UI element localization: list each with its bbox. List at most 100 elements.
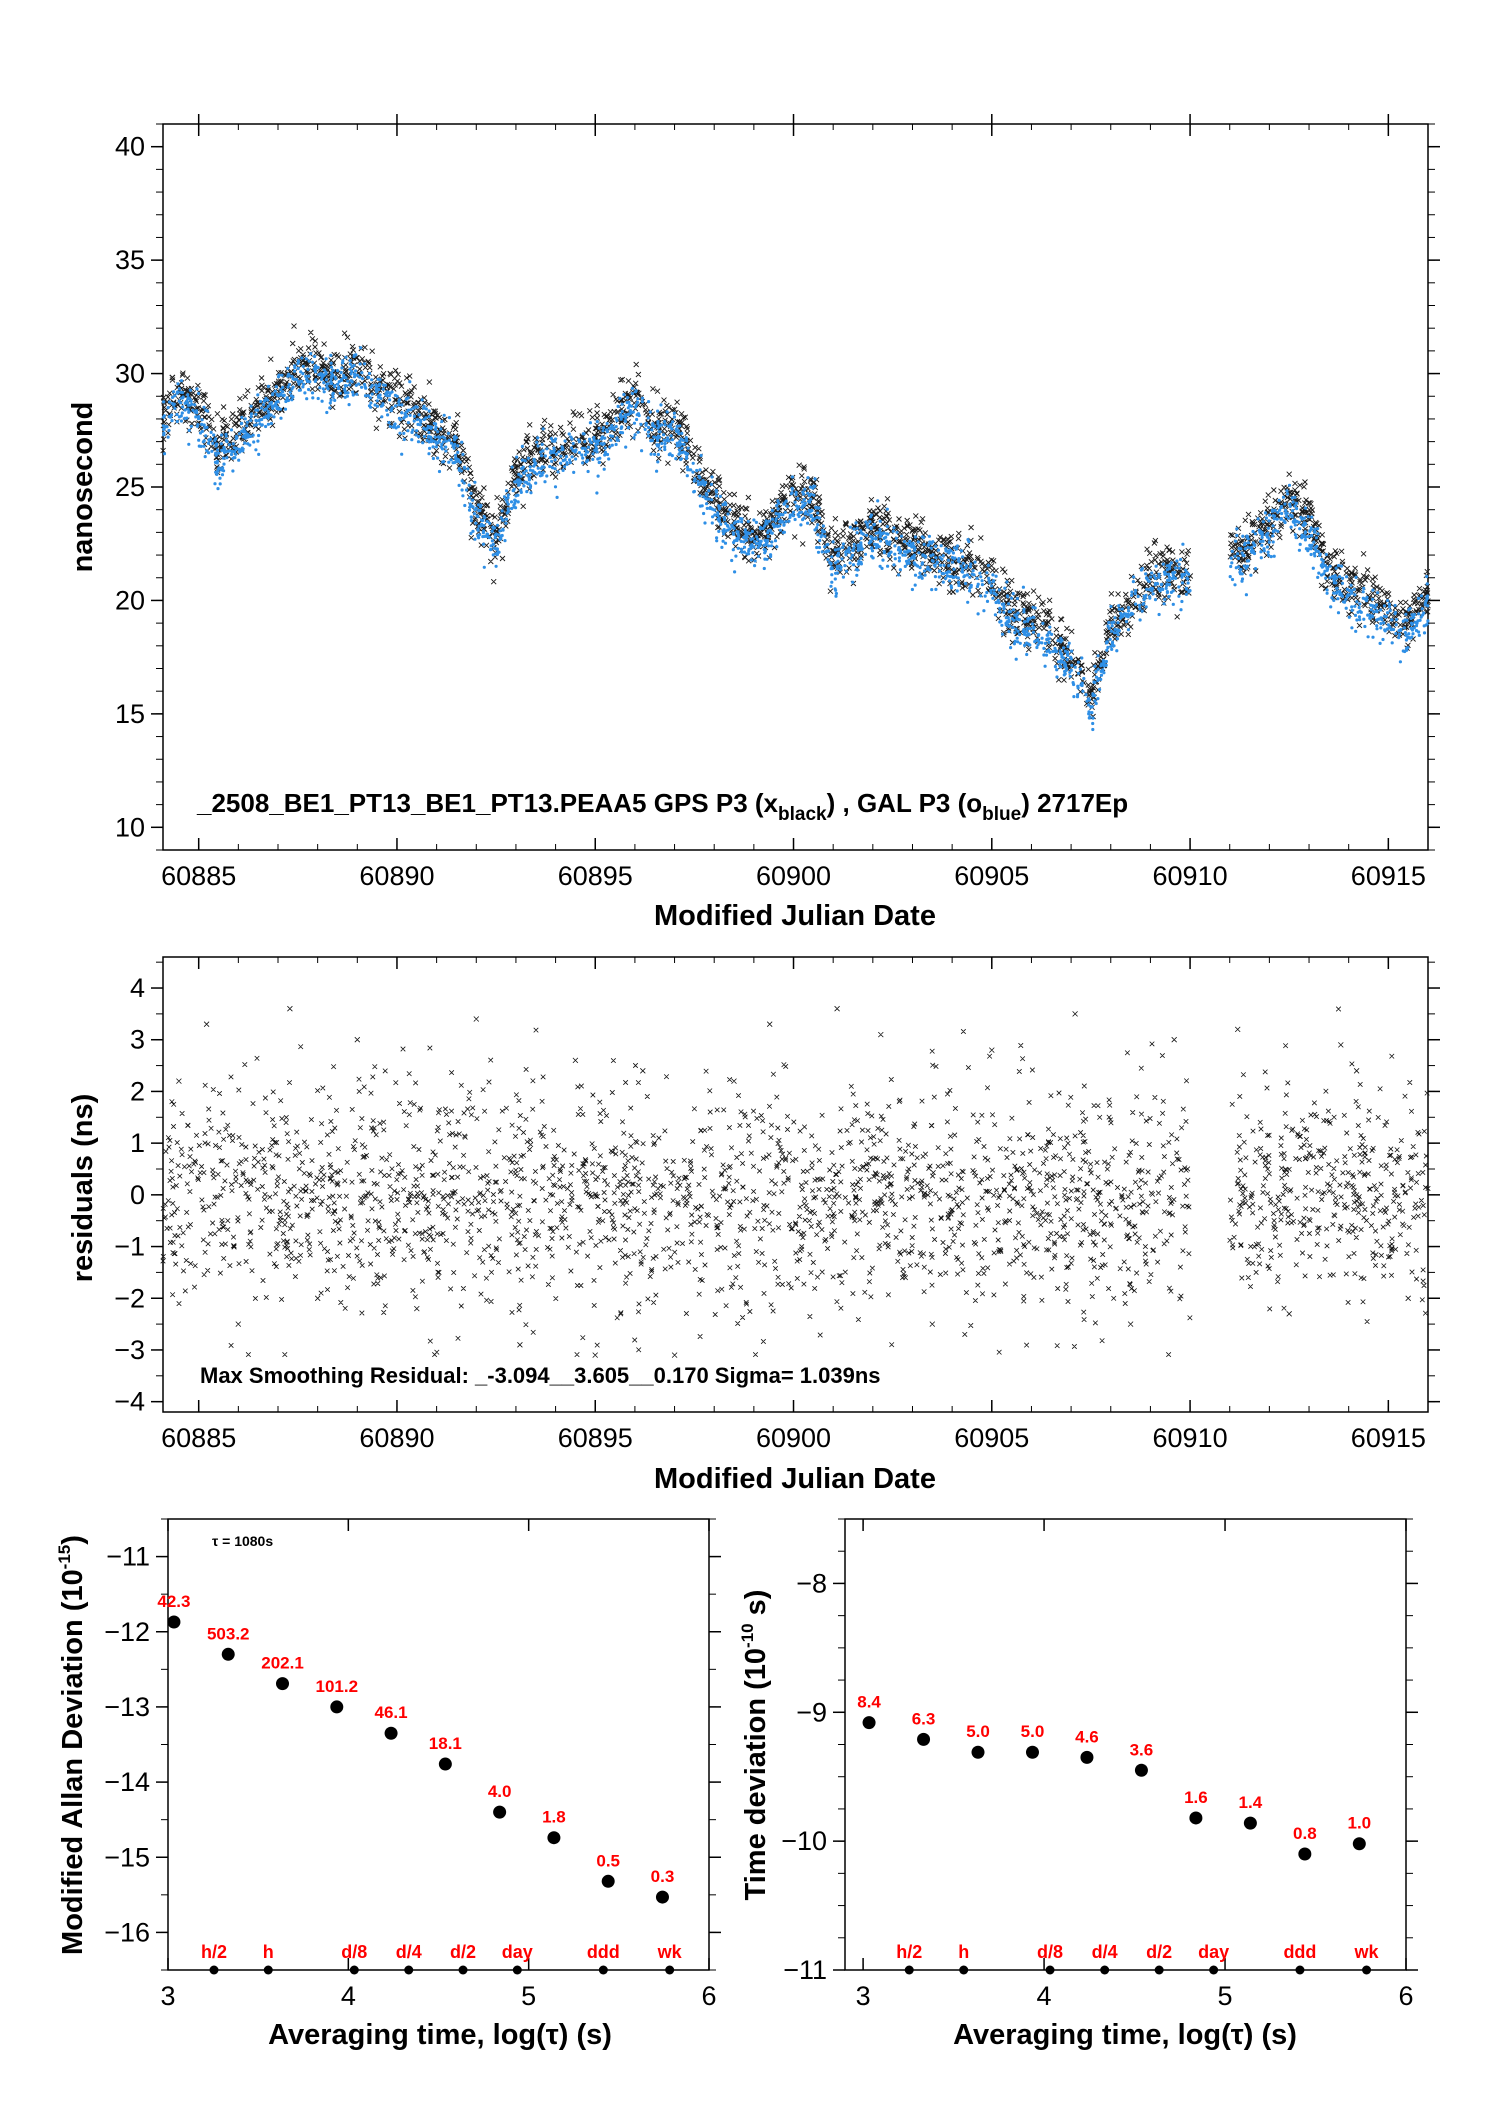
mdev-point-label: 18.1 [429, 1734, 462, 1753]
tdev-ytick-label: −10 [781, 1826, 827, 1856]
mdev-point [221, 1647, 235, 1661]
mdev-y-label-sup: -15 [55, 1545, 74, 1570]
mdev-point-label: 0.3 [651, 1867, 675, 1886]
mdev-point-label: 46.1 [375, 1703, 408, 1722]
tdev-tau-mark [959, 1965, 969, 1975]
tdev-frame [844, 1518, 1407, 1971]
mdev-point [655, 1890, 669, 1904]
residuals-ytick-label: 2 [130, 1076, 145, 1106]
timeseries-xtick-label: 60885 [161, 861, 236, 891]
mdev-tau-mark [263, 1965, 273, 1975]
residuals-xtick-label: 60910 [1153, 1423, 1228, 1453]
mdev-tau-mark-label: d/2 [450, 1942, 476, 1962]
mdev-point [167, 1615, 181, 1629]
tdev-point-label: 4.6 [1075, 1727, 1099, 1746]
residuals-ytick-label: 0 [130, 1180, 145, 1210]
residuals-ytick-label: −2 [114, 1283, 145, 1313]
residuals-panel: 60885 60890 60895 60900 60905 60910 60915 −4 −3 −… [67, 956, 1440, 1495]
mdev-ytick-label: −15 [104, 1842, 150, 1872]
tdev-point-label: 5.0 [966, 1722, 990, 1741]
mdev-point-label: 0.5 [596, 1851, 620, 1870]
timeseries-axes: 60885 60890 60895 60900 60905 60910 60915 10 15 2… [115, 114, 1440, 891]
tdev-tau-mark [904, 1965, 914, 1975]
timeseries-xtick-label: 60915 [1351, 861, 1426, 891]
tdev-tau-mark [1362, 1965, 1372, 1975]
tdev-panel: 3 4 5 6 −11 −10 −9 −8 8.4 6.3 5.0 5.0 4.6 3.6 1.6 1.4 0… [738, 1518, 1418, 2051]
residuals-frame [162, 956, 1429, 1413]
mdev-point-label: 202.1 [261, 1654, 304, 1673]
tdev-xtick-label: 5 [1218, 1981, 1233, 2011]
mdev-tau-mark [404, 1965, 414, 1975]
timeseries-ytick-label: 15 [115, 699, 145, 729]
mdev-point-label: 503.2 [207, 1624, 250, 1643]
tdev-point-label: 1.4 [1239, 1793, 1263, 1812]
tdev-point [1134, 1763, 1148, 1777]
annotation-suffix: ) 2717Ep [1021, 788, 1128, 818]
tdev-tau-mark [1100, 1965, 1110, 1975]
tdev-point [1080, 1750, 1094, 1764]
mdev-y-label-main: Modified Allan Deviation (10 [57, 1569, 89, 1955]
mdev-tau-mark-label: d/8 [341, 1942, 367, 1962]
tdev-point [1243, 1816, 1257, 1830]
residuals-xtick-label: 60905 [954, 1423, 1029, 1453]
mdev-ytick-label: −12 [104, 1617, 150, 1647]
mdev-y-label: Modified Allan Deviation (10-15) [55, 1535, 89, 1955]
tdev-point-label: 3.6 [1130, 1740, 1154, 1759]
timeseries-panel: 60885 60890 60895 60900 60905 60910 60915 10 15 2… [67, 114, 1440, 932]
tdev-tau-mark-label: ddd [1283, 1942, 1316, 1962]
mdev-tau-note: τ = 1080s [212, 1533, 273, 1549]
mdev-ytick-label: −13 [104, 1692, 150, 1722]
timeseries-ytick-label: 20 [115, 585, 145, 615]
mdev-point [384, 1726, 398, 1740]
timeseries-ytick-label: 35 [115, 245, 145, 275]
mdev-xtick-label: 5 [521, 1981, 536, 2011]
mdev-points: 42.3 503.2 202.1 101.2 46.1 18.1 4.0 1.8 0.5 0.3 h… [157, 1592, 683, 1975]
tdev-xtick-label: 3 [856, 1981, 871, 2011]
residual-markers [160, 1005, 1431, 1358]
mdev-tau-mark [458, 1965, 468, 1975]
tdev-point [862, 1716, 876, 1730]
tdev-axes: 3 4 5 6 −11 −10 −9 −8 [781, 1518, 1418, 2011]
tdev-tau-mark [1045, 1965, 1055, 1975]
mdev-xtick-label: 4 [341, 1981, 356, 2011]
tdev-point [1189, 1811, 1203, 1825]
tdev-point-label: 1.0 [1347, 1814, 1371, 1833]
tdev-y-label: Time deviation (10-10 s) [738, 1590, 772, 1901]
mdev-point [276, 1677, 290, 1691]
mdev-point-label: 101.2 [316, 1677, 359, 1696]
tdev-point [917, 1732, 931, 1746]
timeseries-xtick-label: 60895 [558, 861, 633, 891]
mdev-ytick-label: −14 [104, 1767, 150, 1797]
mdev-ytick-label: −16 [104, 1917, 150, 1947]
timeseries-xtick-label: 60905 [954, 861, 1029, 891]
tdev-y-label-end: s) [740, 1590, 772, 1624]
tdev-tau-mark-label: d/4 [1092, 1942, 1118, 1962]
mdev-tau-mark-label: h/2 [201, 1942, 227, 1962]
mdev-point [330, 1700, 344, 1714]
gal-p3-markers [161, 346, 1430, 732]
mdev-x-label: Averaging time, log(τ) (s) [268, 2019, 612, 2051]
mdev-tau-mark [598, 1965, 608, 1975]
mdev-tau-mark-label: h [263, 1942, 274, 1962]
timeseries-xtick-label: 60890 [359, 861, 434, 891]
tdev-tau-mark [1209, 1965, 1219, 1975]
timeseries-ytick-label: 10 [115, 812, 145, 842]
tdev-ytick-label: −8 [796, 1568, 827, 1598]
mdev-point [493, 1805, 507, 1819]
residuals-xtick-label: 60895 [558, 1423, 633, 1453]
mdev-y-label-end: ) [57, 1535, 89, 1545]
timeseries-x-label: Modified Julian Date [654, 900, 936, 932]
tdev-xtick-label: 4 [1037, 1981, 1052, 2011]
tdev-point-label: 1.6 [1184, 1788, 1208, 1807]
tdev-point-label: 0.8 [1293, 1824, 1317, 1843]
residuals-xtick-label: 60915 [1351, 1423, 1426, 1453]
tdev-tau-mark-label: d/8 [1037, 1942, 1063, 1962]
tdev-point [1025, 1745, 1039, 1759]
mdev-point [547, 1831, 561, 1845]
residuals-ytick-label: −1 [114, 1232, 145, 1262]
mdev-tau-mark-label: ddd [587, 1942, 620, 1962]
timeseries-points [160, 323, 1431, 732]
tdev-tau-mark-label: h [958, 1942, 969, 1962]
tdev-tau-mark-label: d/2 [1146, 1942, 1172, 1962]
